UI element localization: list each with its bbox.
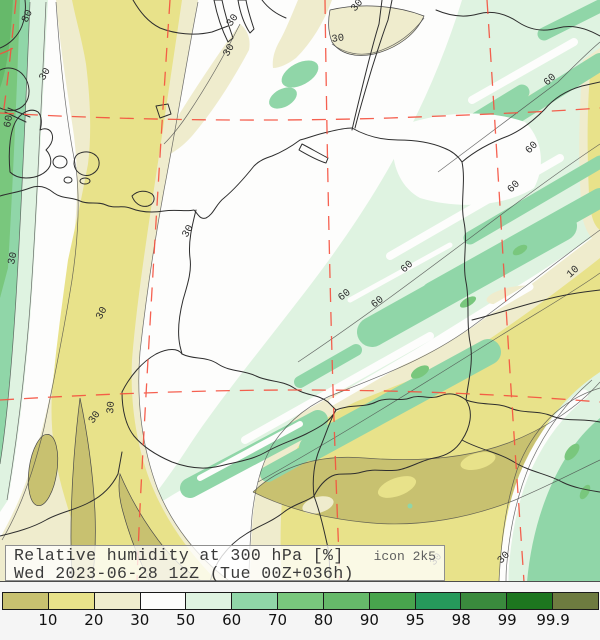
colorbar-segment — [460, 593, 507, 609]
contour-label: 30 — [221, 42, 238, 59]
colorbar-tick-label: 99 — [497, 611, 517, 629]
humidity-colorbar — [2, 592, 599, 610]
valid-time-line: Wed 2023-06-28 12Z (Tue 00Z+036h) — [14, 564, 354, 583]
colorbar-segment — [322, 593, 369, 609]
colorbar-segment — [368, 593, 415, 609]
colorbar-tick-label: 95 — [405, 611, 425, 629]
colorbar-tick-label: 10 — [38, 611, 58, 629]
colorbar-tick-label: 20 — [84, 611, 104, 629]
colorbar-ticks: 10 20 30 50 60 70 80 90 95 98 99 99.9 — [2, 611, 599, 631]
colorbar-segment — [506, 593, 553, 609]
title-line: Relative humidity at 300 hPa [%] icon 2k… — [14, 547, 444, 565]
colorbar-tick-label: 30 — [130, 611, 150, 629]
contour-label: 80 — [20, 8, 36, 24]
contour-label: 30 — [105, 401, 118, 415]
title-box: Relative humidity at 300 hPa [%] icon 2k… — [5, 545, 445, 583]
colorbar-segment — [231, 593, 278, 609]
colorbar-segment — [552, 593, 598, 609]
colorbar-tick-label: 99.9 — [536, 611, 570, 629]
colorbar-tick-label: 60 — [222, 611, 242, 629]
country-borders — [0, 0, 600, 582]
colorbar-tick-label: 98 — [451, 611, 471, 629]
contour-label: 30 — [6, 251, 20, 266]
map-frame-bottom — [0, 581, 600, 583]
colorbar-tick-label: 80 — [313, 611, 333, 629]
colorbar-tick-label: 50 — [176, 611, 196, 629]
contour-label: 30 — [94, 305, 111, 322]
contour-label: 30 — [37, 66, 54, 83]
colorbar-tick-label: 90 — [359, 611, 379, 629]
colorbar-segment — [185, 593, 232, 609]
contour-label: 30 — [180, 223, 197, 240]
colorbar-segment — [47, 593, 94, 609]
page-title: Relative humidity at 300 hPa [%] — [14, 546, 344, 565]
contour-label: 30 — [224, 12, 241, 29]
contour-label: 30 — [331, 32, 345, 46]
contour-label: 60 — [2, 114, 16, 129]
colorbar-segment — [3, 593, 48, 609]
colorbar-tick-label: 70 — [267, 611, 288, 629]
colorbar-segment — [277, 593, 323, 609]
humidity-contour-lines — [0, 1, 600, 582]
colorbar-segment — [93, 593, 140, 609]
humidity-fill-regions — [0, 0, 600, 582]
colorbar-segment — [414, 593, 461, 609]
contour-label: 30 — [86, 409, 103, 426]
colorbar-segment — [139, 593, 186, 609]
lat-lon-graticule — [0, 0, 600, 582]
model-label: icon 2k5 — [373, 549, 436, 564]
